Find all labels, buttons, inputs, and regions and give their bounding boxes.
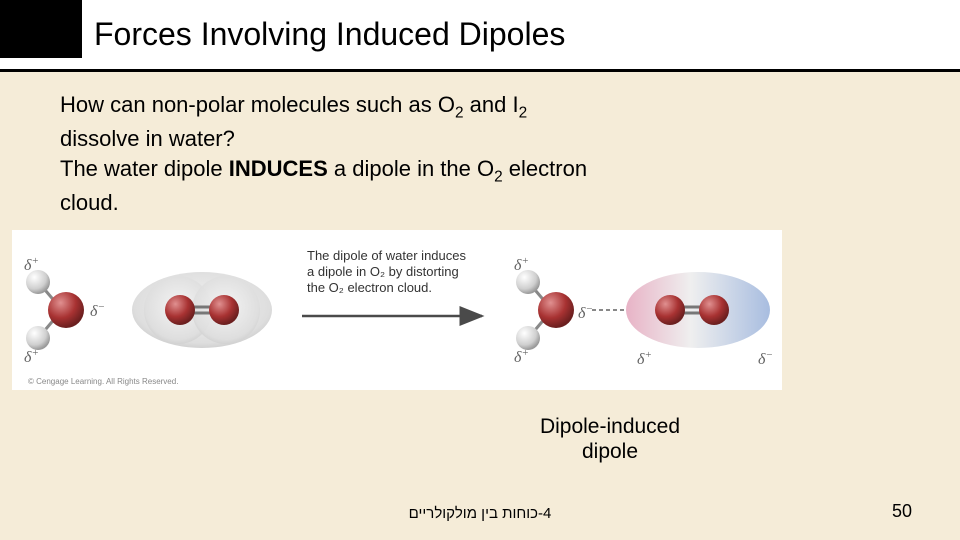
annotation-line: The dipole of water induces [307, 248, 466, 263]
o2-induced [626, 272, 770, 348]
svg-text:δ+: δ+ [637, 349, 652, 368]
text: a dipole in the O [328, 156, 494, 181]
text: cloud. [60, 190, 119, 215]
corner-block [0, 0, 82, 58]
text: dissolve in water? [60, 126, 235, 151]
water-right [516, 270, 574, 350]
subscript: 2 [455, 104, 464, 121]
induced-dipole-diagram: δ+ δ+ δ− The dipole of water induces a d… [12, 230, 782, 390]
annotation-line: a dipole in O₂ by distorting [307, 264, 459, 279]
body-paragraph: How can non-polar molecules such as O2 a… [60, 90, 900, 218]
title-bar: Forces Involving Induced Dipoles [0, 0, 960, 72]
water-left [26, 270, 84, 350]
svg-text:δ−: δ− [578, 303, 593, 322]
subscript: 2 [519, 104, 528, 121]
svg-text:δ−: δ− [90, 301, 105, 320]
page-number: 50 [892, 501, 912, 522]
svg-text:δ−: δ− [758, 349, 773, 368]
caption-line: dipole [582, 440, 638, 463]
copyright-text: © Cengage Learning. All Rights Reserved. [28, 377, 178, 386]
text: and I [464, 92, 519, 117]
text: How can non-polar molecules such as O [60, 92, 455, 117]
o2-neutral [132, 272, 272, 348]
subscript: 2 [494, 168, 503, 185]
emphasis: INDUCES [229, 156, 328, 181]
svg-text:δ+: δ+ [514, 347, 529, 366]
text: The water dipole [60, 156, 229, 181]
diagram-svg: δ+ δ+ δ− The dipole of water induces a d… [12, 230, 782, 390]
page-title: Forces Involving Induced Dipoles [94, 16, 565, 53]
caption-line: Dipole-induced [540, 415, 680, 438]
annotation-line: the O₂ electron cloud. [307, 280, 432, 295]
svg-text:δ+: δ+ [24, 347, 39, 366]
diagram-caption: Dipole-induced dipole [480, 414, 740, 464]
footer-text: 4-כוחות בין מולקולריים [0, 505, 960, 522]
text: electron [503, 156, 587, 181]
